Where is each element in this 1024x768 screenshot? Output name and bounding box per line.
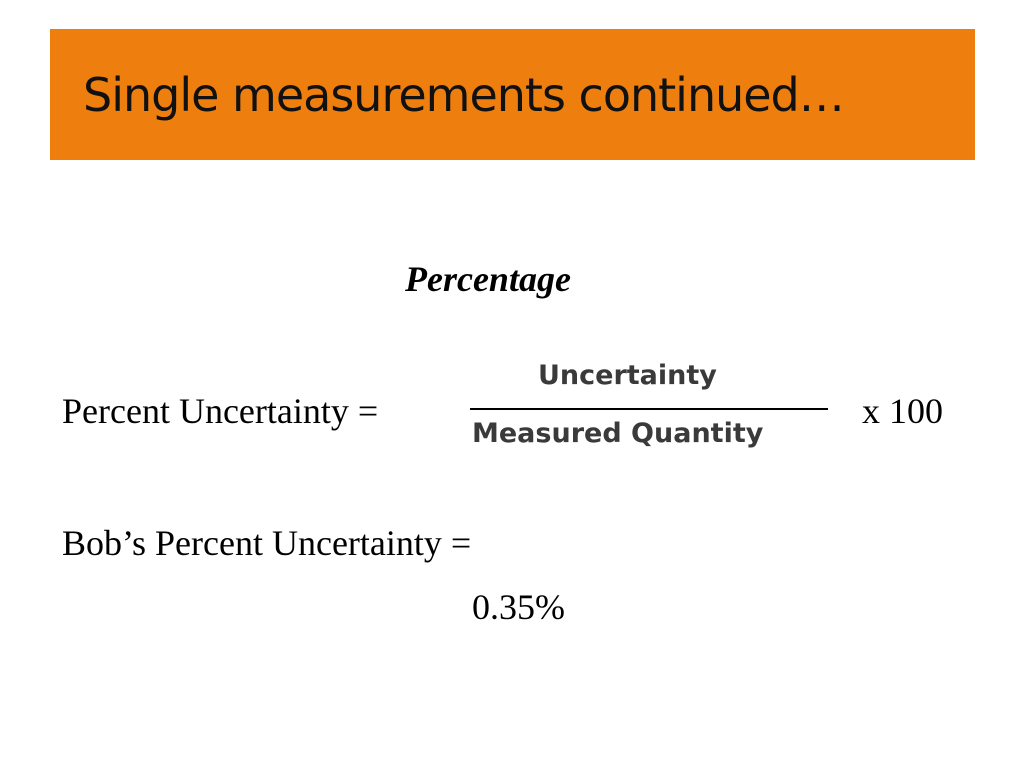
result-value: 0.35% bbox=[472, 587, 565, 627]
title-bar bbox=[50, 29, 975, 160]
subheading: Percentage bbox=[405, 259, 571, 299]
fraction-bar bbox=[470, 408, 828, 410]
result-label: Bob’s Percent Uncertainty = bbox=[62, 523, 472, 563]
numerator: Uncertainty bbox=[538, 360, 717, 391]
denominator: Measured Quantity bbox=[472, 418, 764, 449]
slide-title: Single measurements continued… bbox=[83, 68, 845, 122]
formula-lhs: Percent Uncertainty = bbox=[62, 391, 379, 431]
multiplier: x 100 bbox=[862, 391, 943, 431]
